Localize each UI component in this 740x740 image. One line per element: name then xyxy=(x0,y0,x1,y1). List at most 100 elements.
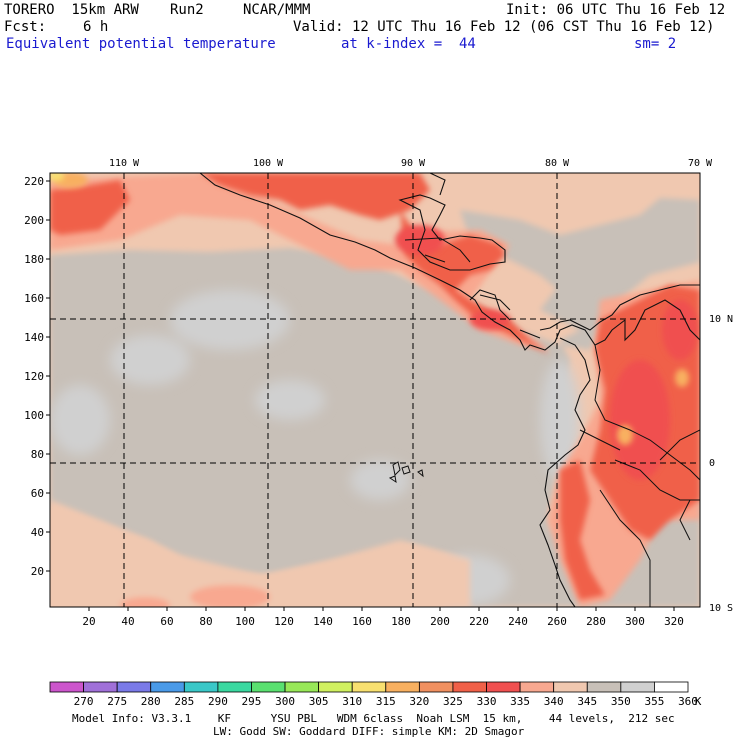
graticule xyxy=(50,173,700,607)
smoothing-info: sm= 2 xyxy=(634,36,677,52)
colorbar-swatch xyxy=(486,681,521,693)
lon-label: 70 W xyxy=(688,158,713,169)
field-320-325 xyxy=(50,173,689,445)
colorbar-label: 310 xyxy=(342,695,362,708)
field-335 xyxy=(395,225,698,480)
colorbar-label: 325 xyxy=(443,695,463,708)
colorbar-label: 320 xyxy=(409,695,429,708)
x-tick-label: 300 xyxy=(625,615,645,628)
colorbar-swatch xyxy=(284,681,320,693)
colorbar-swatch xyxy=(116,681,152,693)
y-axis: 20 40 60 80 100 120 140 160 180 200 220 xyxy=(24,175,50,578)
borders xyxy=(404,237,700,607)
x-tick-label: 220 xyxy=(469,615,489,628)
init-time: Init: 06 UTC Thu 16 Feb 12 xyxy=(506,2,726,18)
colorbar-swatch xyxy=(217,681,252,693)
lat-label: 10 S xyxy=(709,603,733,614)
colorbar-label: 360 xyxy=(678,695,698,708)
plot-frame xyxy=(49,172,701,608)
x-tick-label: 100 xyxy=(235,615,255,628)
model-info: Model Info: V3.3.1 KF YSU PBL WDM 6class… xyxy=(72,712,675,725)
colorbar-label: 290 xyxy=(208,695,228,708)
colorbar-label: 280 xyxy=(141,695,161,708)
y-tick-label: 200 xyxy=(24,214,44,227)
colorbar-label: 340 xyxy=(544,695,564,708)
colorbar-swatch xyxy=(150,681,185,693)
x-tick-label: 240 xyxy=(508,615,528,628)
colorbar-swatch xyxy=(49,681,84,693)
valid-time: Valid: 12 UTC Thu 16 Feb 12 (06 CST Thu … xyxy=(293,19,715,35)
colorbar-swatch xyxy=(654,681,689,693)
x-tick-label: 80 xyxy=(199,615,212,628)
x-tick-label: 280 xyxy=(586,615,606,628)
longitude-labels: 110 W 100 W 90 W 80 W 70 W xyxy=(109,158,713,169)
physics-info: LW: Godd SW: Goddard DIFF: simple KM: 2D… xyxy=(213,725,525,738)
organization: NCAR/MMM xyxy=(243,2,311,18)
coastlines xyxy=(199,173,700,607)
colorbar-label: 300 xyxy=(275,695,295,708)
colorbar-label: 295 xyxy=(242,695,262,708)
y-tick-label: 40 xyxy=(31,526,44,539)
field-name: Equivalent potential temperature xyxy=(6,36,276,52)
forecast-hour: 6 h xyxy=(83,19,109,35)
x-tick-label: 120 xyxy=(274,615,294,628)
x-tick-label: 140 xyxy=(313,615,333,628)
colorbar-label: 275 xyxy=(107,695,127,708)
galapagos-islands xyxy=(388,461,424,484)
colorbar-swatch xyxy=(418,681,454,693)
lon-label: 110 W xyxy=(109,158,140,169)
colorbar-label: 305 xyxy=(309,695,329,708)
lat-label: 0 xyxy=(709,458,715,469)
colorbar-swatch xyxy=(519,681,555,693)
level-info: at k-index = 44 xyxy=(341,36,476,52)
x-tick-label: 160 xyxy=(352,615,372,628)
x-tick-label: 20 xyxy=(82,615,95,628)
theta-e-field xyxy=(50,173,700,607)
x-tick-label: 180 xyxy=(391,615,411,628)
colorbar-label: 345 xyxy=(577,695,597,708)
colorbar-label: 315 xyxy=(376,695,396,708)
y-tick-label: 220 xyxy=(24,175,44,188)
y-tick-label: 180 xyxy=(24,253,44,266)
colorbar-label: 355 xyxy=(644,695,664,708)
y-tick-label: 80 xyxy=(31,448,44,461)
y-tick-label: 20 xyxy=(31,565,44,578)
x-tick-label: 60 xyxy=(160,615,173,628)
x-tick-label: 320 xyxy=(664,615,684,628)
x-tick-label: 260 xyxy=(547,615,567,628)
colorbar-swatch xyxy=(553,681,588,693)
x-tick-label: 40 xyxy=(121,615,134,628)
lon-label: 80 W xyxy=(545,158,570,169)
colorbar-swatch xyxy=(351,681,387,693)
latitude-labels: 10 N 0 10 S xyxy=(709,314,733,614)
forecast-label: Fcst: xyxy=(4,19,47,35)
colorbar-label: 270 xyxy=(74,695,94,708)
x-axis: 20 40 60 80 100 120 140 160 180 200 220 … xyxy=(82,607,684,628)
run-label: Run2 xyxy=(170,2,204,18)
y-tick-label: 60 xyxy=(31,487,44,500)
lat-label: 10 N xyxy=(709,314,733,325)
y-tick-label: 100 xyxy=(24,409,44,422)
colorbar-swatch xyxy=(251,681,286,693)
colorbar: 270 275 280 285 290 295 300 305 310 315 320 325 330 3… xyxy=(49,681,698,708)
colorbar-swatch xyxy=(620,681,655,693)
colorbar-swatch xyxy=(318,681,353,693)
y-tick-label: 140 xyxy=(24,331,44,344)
lon-label: 90 W xyxy=(401,158,426,169)
field-bottom-340 xyxy=(50,500,470,607)
colorbar-label: 330 xyxy=(477,695,497,708)
y-tick-label: 120 xyxy=(24,370,44,383)
colorbar-swatch xyxy=(83,681,118,693)
x-tick-label: 200 xyxy=(430,615,450,628)
colorbar-unit: K xyxy=(695,695,702,708)
colorbar-label: 285 xyxy=(174,695,194,708)
y-tick-label: 160 xyxy=(24,292,44,305)
lon-label: 100 W xyxy=(253,158,284,169)
colorbar-swatch xyxy=(586,681,622,693)
colorbar-label: 350 xyxy=(611,695,631,708)
colorbar-swatch xyxy=(385,681,420,693)
colorbar-swatch xyxy=(452,681,487,693)
model-name: TORERO 15km ARW xyxy=(4,2,139,18)
colorbar-label: 335 xyxy=(510,695,530,708)
